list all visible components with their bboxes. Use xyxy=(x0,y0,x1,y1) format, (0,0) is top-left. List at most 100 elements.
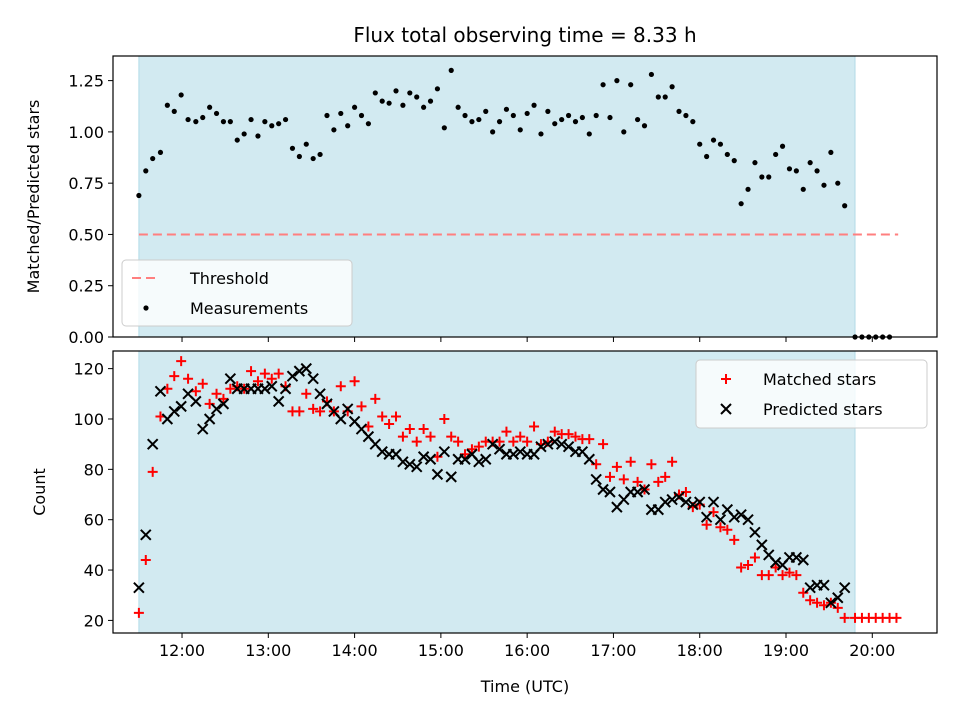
predicted-stars-point xyxy=(190,395,202,408)
measurements-point xyxy=(779,143,786,149)
measurements-point xyxy=(676,108,682,114)
measurements-point xyxy=(793,168,799,174)
predicted-stars-point xyxy=(769,556,782,569)
predicted-stars-point xyxy=(168,405,180,418)
measurements-point xyxy=(310,155,316,162)
chart-title: Flux total observing time = 8.33 h xyxy=(353,23,696,47)
measurements-point xyxy=(690,119,696,125)
predicted-stars-point xyxy=(279,383,292,395)
predicted-stars-point xyxy=(666,493,678,506)
measurements-point xyxy=(593,112,599,119)
measurements-point xyxy=(565,112,572,119)
predicted-stars-point xyxy=(714,513,727,526)
matched-stars-point xyxy=(411,436,422,447)
predicted-stars-point xyxy=(286,370,299,382)
measurements-point xyxy=(607,114,613,121)
measurements-point xyxy=(552,121,558,127)
measurements-point xyxy=(842,203,848,209)
measurements-point xyxy=(282,116,289,123)
measurements-point xyxy=(738,201,744,207)
matched-stars-point xyxy=(140,554,151,565)
measurements-point xyxy=(496,119,503,125)
matched-stars-point xyxy=(604,471,615,482)
measurements-point xyxy=(289,145,296,151)
matched-stars-point xyxy=(335,381,346,392)
predicted-stars-point xyxy=(549,435,561,448)
x-tick-label: 13:00 xyxy=(245,641,291,660)
matched-stars-point xyxy=(218,393,229,404)
y-tick-label: 40 xyxy=(84,561,104,580)
measurements-point xyxy=(434,86,441,92)
predicted-stars-point xyxy=(175,400,187,413)
measurements-point xyxy=(641,123,648,129)
predicted-stars-point xyxy=(376,446,388,458)
predicted-stars-point xyxy=(293,365,306,377)
matched-stars-point xyxy=(273,368,284,379)
measurements-point xyxy=(786,166,793,172)
predicted-stars-point xyxy=(266,380,278,392)
ratio-panel: 0.00 0.25 0.50 0.75 1.00 1.25 Threshold Measure… xyxy=(68,55,938,347)
predicted-stars-point xyxy=(555,438,568,450)
measurements-point xyxy=(324,112,330,119)
predicted-stars-point xyxy=(473,456,485,468)
matched-stars-point xyxy=(891,612,902,623)
measurements-point xyxy=(241,131,247,137)
y-tick-label: 0.25 xyxy=(68,277,104,296)
measurements-point xyxy=(213,110,220,117)
matched-stars-point xyxy=(453,436,464,447)
measurements-point xyxy=(421,104,427,110)
legend-matched-label: Matched stars xyxy=(763,370,876,389)
matched-stars-point xyxy=(591,459,602,470)
ratio-y-axis-label: Matched/Predicted stars xyxy=(24,100,43,294)
measurements-point xyxy=(724,151,730,158)
plot-frame xyxy=(112,350,938,634)
measurements-point xyxy=(345,123,351,129)
matched-stars-point xyxy=(791,570,802,581)
matched-stars-point xyxy=(225,383,236,394)
measurements-point xyxy=(469,119,475,125)
measurements-point xyxy=(752,160,758,166)
matched-stars-point xyxy=(611,461,622,472)
measurements-point xyxy=(255,133,261,139)
y-tick-label: 100 xyxy=(73,410,104,429)
legend-predicted-swatch xyxy=(720,403,732,415)
y-tick-label: 60 xyxy=(84,511,104,530)
x-tick-label: 12:00 xyxy=(159,641,205,660)
measurements-point xyxy=(503,106,510,112)
predicted-stars-point xyxy=(210,403,223,415)
y-tick-label: 0.75 xyxy=(68,174,104,193)
measurements-point xyxy=(379,98,385,104)
y-tick-label: 1.00 xyxy=(68,123,104,142)
predicted-stars-point xyxy=(397,456,409,468)
predicted-stars-point xyxy=(146,438,159,450)
measurements-point xyxy=(296,153,302,160)
measurements-point xyxy=(207,104,213,110)
predicted-stars-point xyxy=(804,581,816,594)
predicted-stars-point xyxy=(445,471,457,483)
measurements-point xyxy=(414,94,420,100)
predicted-stars-point xyxy=(459,453,471,465)
predicted-stars-point xyxy=(480,453,492,465)
predicted-stars-point xyxy=(673,491,685,503)
matched-stars-point xyxy=(211,388,222,399)
matched-stars-point xyxy=(549,426,560,437)
x-tick-label: 15:00 xyxy=(418,641,464,660)
predicted-stars-point xyxy=(197,423,209,435)
matched-stars-point xyxy=(384,419,395,430)
predicted-stars-point xyxy=(597,483,609,496)
legend-box xyxy=(121,259,353,327)
measurements-point xyxy=(821,182,827,188)
measurements-point xyxy=(276,121,282,127)
predicted-stars-point xyxy=(424,453,437,465)
matched-stars-point xyxy=(522,436,533,447)
measurements-point xyxy=(510,112,516,119)
measurements-point xyxy=(517,127,523,133)
matched-stars-point xyxy=(204,398,215,409)
legend-threshold-label: Threshold xyxy=(189,269,269,288)
measurements-point xyxy=(766,174,772,180)
matched-stars-point xyxy=(190,386,201,397)
legend-matched-swatch xyxy=(721,374,731,384)
measurements-point xyxy=(524,110,530,117)
matched-stars-point xyxy=(598,439,609,450)
